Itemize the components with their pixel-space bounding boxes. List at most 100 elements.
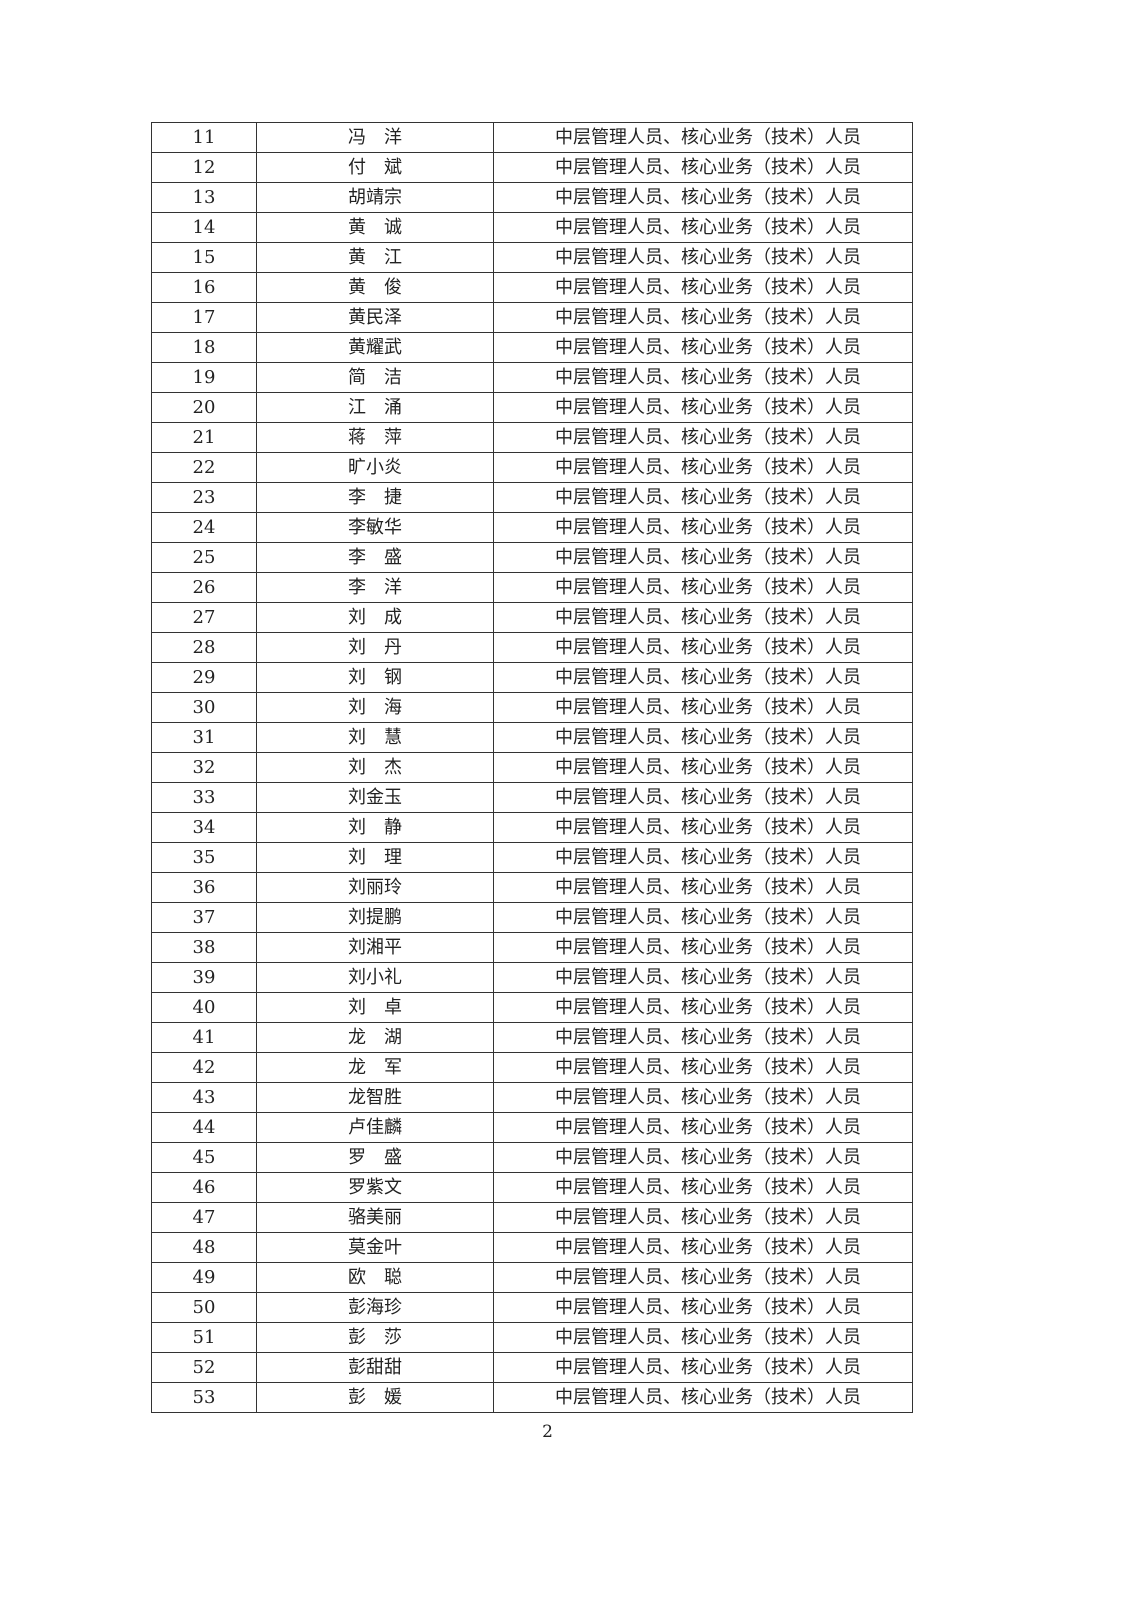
- table-row: 19 简 洁中层管理人员、核心业务（技术）人员: [151, 362, 913, 393]
- row-number: 27: [151, 602, 257, 633]
- row-number: 48: [151, 1232, 257, 1263]
- person-role: 中层管理人员、核心业务（技术）人员: [493, 332, 913, 363]
- person-name: 黄 诚: [256, 212, 494, 243]
- person-role: 中层管理人员、核心业务（技术）人员: [493, 722, 913, 753]
- row-number: 53: [151, 1382, 257, 1413]
- person-role: 中层管理人员、核心业务（技术）人员: [493, 422, 913, 453]
- person-role: 中层管理人员、核心业务（技术）人员: [493, 1382, 913, 1413]
- person-role: 中层管理人员、核心业务（技术）人员: [493, 1082, 913, 1113]
- person-role: 中层管理人员、核心业务（技术）人员: [493, 842, 913, 873]
- table-row: 32 刘 杰中层管理人员、核心业务（技术）人员: [151, 752, 913, 783]
- row-number: 13: [151, 182, 257, 213]
- table-row: 34 刘 静中层管理人员、核心业务（技术）人员: [151, 812, 913, 843]
- person-name: 彭 莎: [256, 1322, 494, 1353]
- person-role: 中层管理人员、核心业务（技术）人员: [493, 1112, 913, 1143]
- person-role: 中层管理人员、核心业务（技术）人员: [493, 1142, 913, 1173]
- person-name: 龙 军: [256, 1052, 494, 1083]
- person-name: 刘湘平: [256, 932, 494, 963]
- person-role: 中层管理人员、核心业务（技术）人员: [493, 542, 913, 573]
- person-name: 李 洋: [256, 572, 494, 603]
- person-role: 中层管理人员、核心业务（技术）人员: [493, 932, 913, 963]
- row-number: 42: [151, 1052, 257, 1083]
- person-role: 中层管理人员、核心业务（技术）人员: [493, 1322, 913, 1353]
- person-name: 刘小礼: [256, 962, 494, 993]
- table-row: 35 刘 理中层管理人员、核心业务（技术）人员: [151, 842, 913, 873]
- row-number: 35: [151, 842, 257, 873]
- table-row: 37 刘提鹏 中层管理人员、核心业务（技术）人员: [151, 902, 913, 933]
- table-row: 50 彭海珍 中层管理人员、核心业务（技术）人员: [151, 1292, 913, 1323]
- table-row: 28 刘 丹中层管理人员、核心业务（技术）人员: [151, 632, 913, 663]
- row-number: 19: [151, 362, 257, 393]
- row-number: 17: [151, 302, 257, 333]
- row-number: 38: [151, 932, 257, 963]
- person-name: 旷小炎: [256, 452, 494, 483]
- person-name: 莫金叶: [256, 1232, 494, 1263]
- table-row: 36 刘丽玲 中层管理人员、核心业务（技术）人员: [151, 872, 913, 903]
- person-role: 中层管理人员、核心业务（技术）人员: [493, 1202, 913, 1233]
- table-row: 33 刘金玉 中层管理人员、核心业务（技术）人员: [151, 782, 913, 813]
- person-role: 中层管理人员、核心业务（技术）人员: [493, 572, 913, 603]
- table-row: 52 彭甜甜 中层管理人员、核心业务（技术）人员: [151, 1352, 913, 1383]
- person-name: 刘 海: [256, 692, 494, 723]
- table-row: 12 付 斌中层管理人员、核心业务（技术）人员: [151, 152, 913, 183]
- row-number: 14: [151, 212, 257, 243]
- person-name: 刘提鹏: [256, 902, 494, 933]
- table-row: 20 江 涌中层管理人员、核心业务（技术）人员: [151, 392, 913, 423]
- person-name: 刘 杰: [256, 752, 494, 783]
- row-number: 21: [151, 422, 257, 453]
- person-role: 中层管理人员、核心业务（技术）人员: [493, 632, 913, 663]
- person-name: 彭 媛: [256, 1382, 494, 1413]
- person-name: 李 捷: [256, 482, 494, 513]
- table-row: 22 旷小炎 中层管理人员、核心业务（技术）人员: [151, 452, 913, 483]
- table-row: 41 龙 湖中层管理人员、核心业务（技术）人员: [151, 1022, 913, 1053]
- person-name: 刘 理: [256, 842, 494, 873]
- row-number: 47: [151, 1202, 257, 1233]
- person-role: 中层管理人员、核心业务（技术）人员: [493, 482, 913, 513]
- row-number: 45: [151, 1142, 257, 1173]
- table-row: 39 刘小礼 中层管理人员、核心业务（技术）人员: [151, 962, 913, 993]
- table-row: 31 刘 慧中层管理人员、核心业务（技术）人员: [151, 722, 913, 753]
- person-name: 欧 聪: [256, 1262, 494, 1293]
- person-name: 刘金玉: [256, 782, 494, 813]
- row-number: 29: [151, 662, 257, 693]
- table-row: 30 刘 海中层管理人员、核心业务（技术）人员: [151, 692, 913, 723]
- person-role: 中层管理人员、核心业务（技术）人员: [493, 752, 913, 783]
- table-row: 44 卢佳麟 中层管理人员、核心业务（技术）人员: [151, 1112, 913, 1143]
- person-role: 中层管理人员、核心业务（技术）人员: [493, 902, 913, 933]
- table-row: 48 莫金叶 中层管理人员、核心业务（技术）人员: [151, 1232, 913, 1263]
- table-row: 38 刘湘平 中层管理人员、核心业务（技术）人员: [151, 932, 913, 963]
- person-role: 中层管理人员、核心业务（技术）人员: [493, 122, 913, 153]
- person-role: 中层管理人员、核心业务（技术）人员: [493, 302, 913, 333]
- table-row: 11 冯 洋中层管理人员、核心业务（技术）人员: [151, 122, 913, 153]
- person-role: 中层管理人员、核心业务（技术）人员: [493, 1352, 913, 1383]
- row-number: 18: [151, 332, 257, 363]
- person-name: 李敏华: [256, 512, 494, 543]
- person-name: 胡靖宗: [256, 182, 494, 213]
- person-role: 中层管理人员、核心业务（技术）人员: [493, 962, 913, 993]
- row-number: 37: [151, 902, 257, 933]
- table-row: 17 黄民泽 中层管理人员、核心业务（技术）人员: [151, 302, 913, 333]
- person-role: 中层管理人员、核心业务（技术）人员: [493, 512, 913, 543]
- person-role: 中层管理人员、核心业务（技术）人员: [493, 242, 913, 273]
- person-name: 黄 俊: [256, 272, 494, 303]
- table-row: 27 刘 成中层管理人员、核心业务（技术）人员: [151, 602, 913, 633]
- person-name: 刘 钢: [256, 662, 494, 693]
- person-name: 江 涌: [256, 392, 494, 423]
- row-number: 24: [151, 512, 257, 543]
- table-row: 14 黄 诚中层管理人员、核心业务（技术）人员: [151, 212, 913, 243]
- row-number: 44: [151, 1112, 257, 1143]
- person-name: 付 斌: [256, 152, 494, 183]
- row-number: 26: [151, 572, 257, 603]
- person-role: 中层管理人员、核心业务（技术）人员: [493, 872, 913, 903]
- row-number: 28: [151, 632, 257, 663]
- row-number: 32: [151, 752, 257, 783]
- person-name: 刘 丹: [256, 632, 494, 663]
- person-name: 简 洁: [256, 362, 494, 393]
- table-row: 42 龙 军中层管理人员、核心业务（技术）人员: [151, 1052, 913, 1083]
- row-number: 22: [151, 452, 257, 483]
- person-name: 蒋 萍: [256, 422, 494, 453]
- person-role: 中层管理人员、核心业务（技术）人员: [493, 1292, 913, 1323]
- row-number: 40: [151, 992, 257, 1023]
- table-row: 13 胡靖宗 中层管理人员、核心业务（技术）人员: [151, 182, 913, 213]
- row-number: 23: [151, 482, 257, 513]
